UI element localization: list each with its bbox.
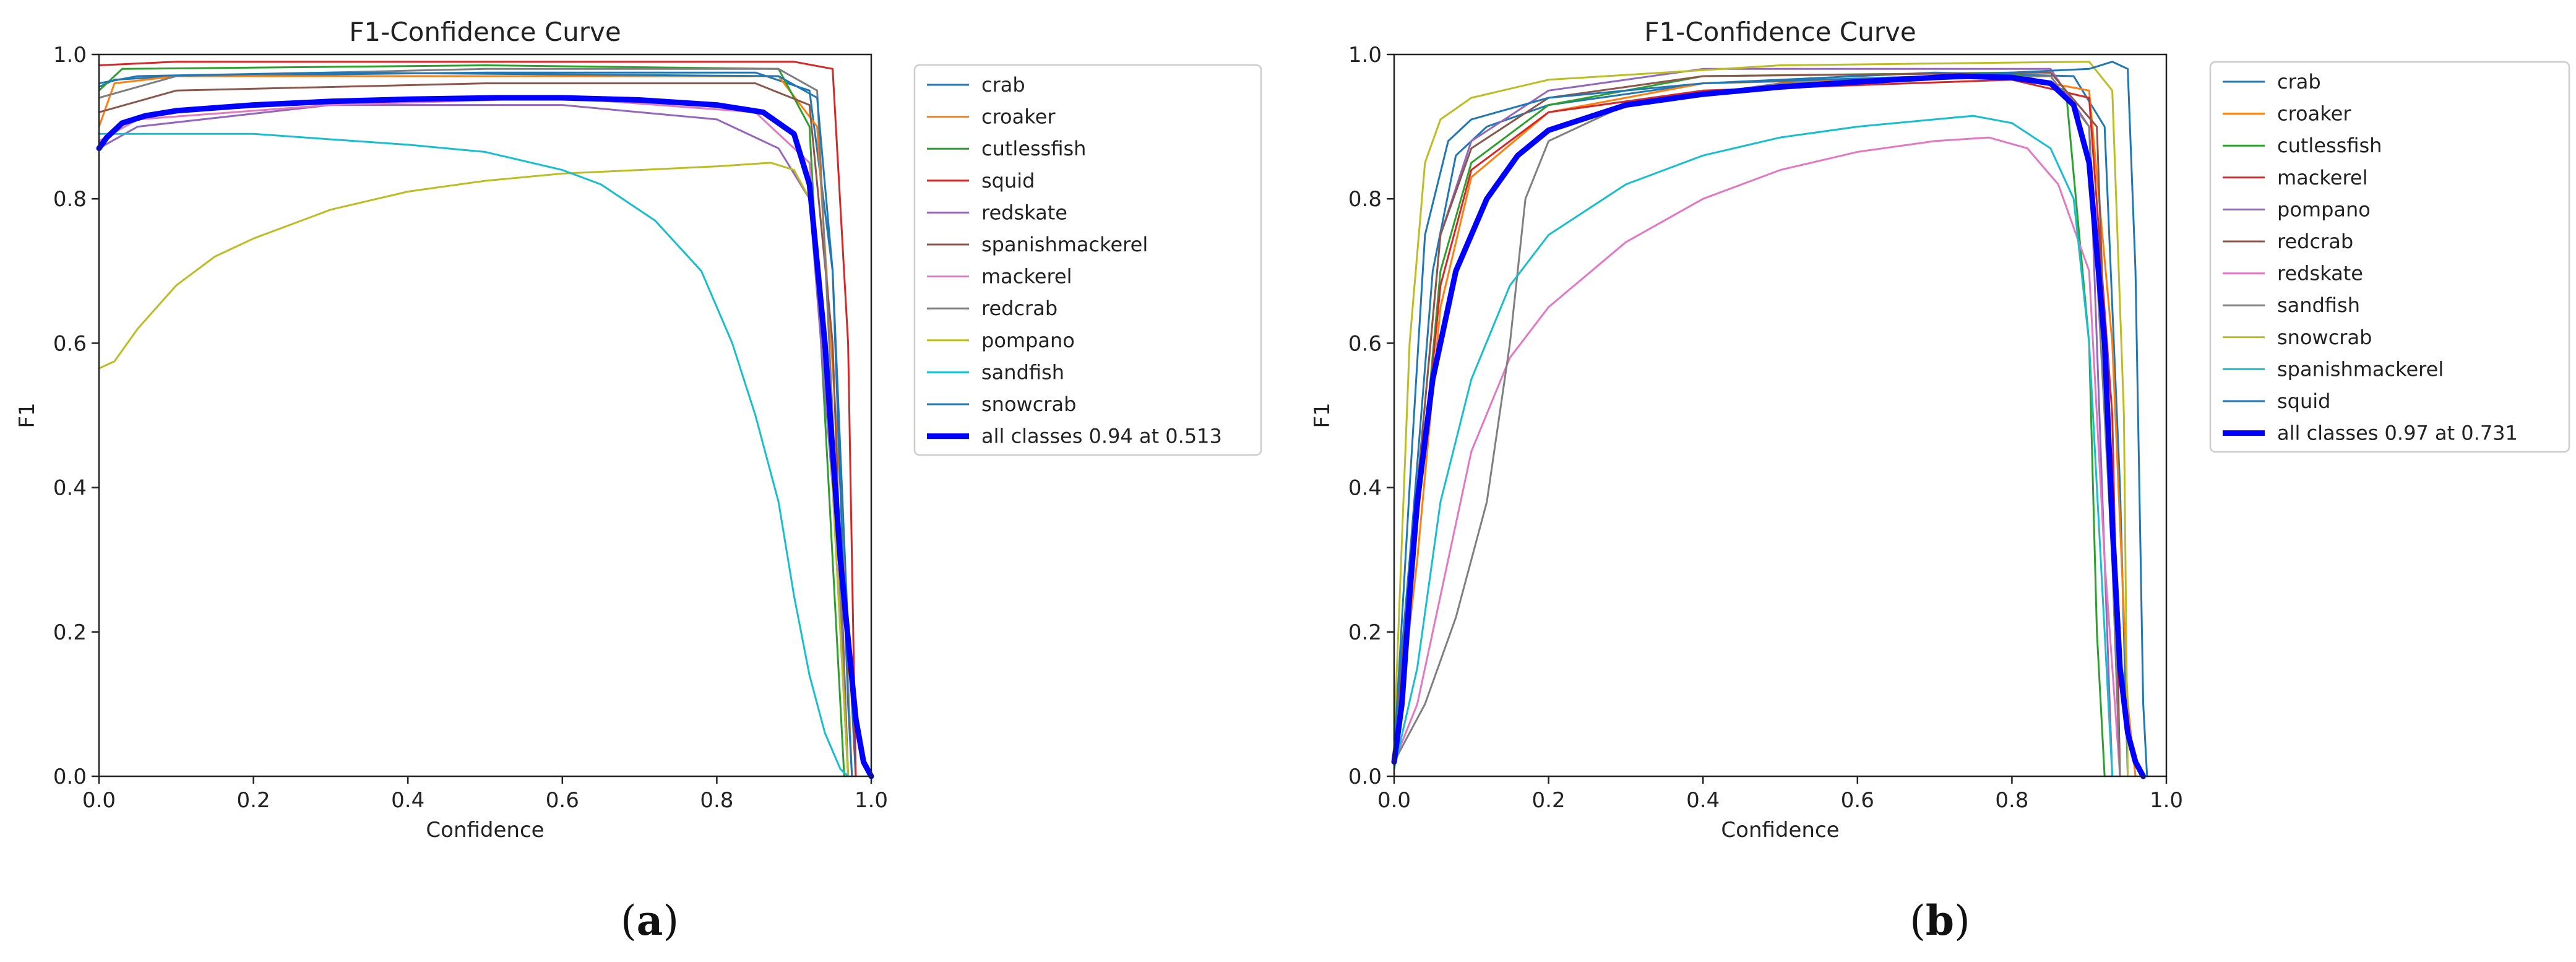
legend-label: pompano bbox=[2277, 197, 2371, 221]
legend-label: redcrab bbox=[981, 297, 1058, 320]
y-tick-label: 0.6 bbox=[1348, 331, 1382, 356]
y-tick-label: 1.0 bbox=[1348, 43, 1382, 67]
chart-panel-b: F1-Confidence Curve Confidence F1 0.0 0.2… bbox=[1310, 17, 2570, 945]
legend-label: crab bbox=[981, 73, 1025, 97]
x-tick-label: 0.4 bbox=[391, 788, 424, 813]
legend-label: spanishmackerel bbox=[981, 233, 1148, 256]
legend-label: redcrab bbox=[2277, 230, 2353, 253]
series-line-crab bbox=[98, 71, 857, 778]
legend-label: spanishmackerel bbox=[2277, 357, 2444, 381]
series-lines bbox=[96, 61, 874, 779]
legend-label: sandfish bbox=[981, 360, 1064, 384]
panel-caption: (b) bbox=[1910, 896, 1970, 945]
legend-label: all classes 0.97 at 0.731 bbox=[2277, 422, 2518, 445]
series-line-squid bbox=[98, 61, 857, 778]
legend-label: snowcrab bbox=[2277, 326, 2372, 349]
y-tick-label: 0.4 bbox=[53, 476, 87, 501]
legend-label: mackerel bbox=[981, 265, 1072, 288]
plot-area-frame bbox=[1393, 53, 2168, 778]
series-line-spanishmackerel bbox=[1393, 115, 2114, 778]
series-line-all bbox=[1391, 73, 2147, 779]
series-line-sandfish bbox=[1393, 75, 2121, 778]
panel-caption-letter: a bbox=[637, 896, 663, 945]
y-tick-label: 0.2 bbox=[53, 620, 87, 645]
chart-title: F1-Confidence Curve bbox=[349, 17, 621, 47]
x-tick-label: 0.2 bbox=[1532, 788, 1566, 813]
legend-label: sandfish bbox=[2277, 293, 2360, 317]
y-tick-label: 0.2 bbox=[1348, 620, 1382, 645]
x-tick-label: 0.4 bbox=[1686, 788, 1720, 813]
y-tick-label: 0.8 bbox=[1348, 187, 1382, 212]
legend-label: redskate bbox=[2277, 262, 2363, 285]
series-line-redskate bbox=[1393, 136, 2121, 778]
legend-label: mackerel bbox=[2277, 166, 2367, 189]
legend-box bbox=[913, 64, 1262, 456]
x-axis-label: Confidence bbox=[426, 818, 544, 843]
y-axis-label: F1 bbox=[1310, 402, 1335, 428]
legend-label: cutlessfish bbox=[981, 137, 1086, 160]
x-axis-label: Confidence bbox=[1721, 818, 1839, 843]
y-axis-ticks: 0.0 0.2 0.4 0.6 0.8 1.0 bbox=[1348, 43, 1394, 789]
legend: crab croaker cutlessfish mackerel pompano red… bbox=[2209, 61, 2570, 453]
x-axis-ticks: 0.0 0.2 0.4 0.6 0.8 1.0 bbox=[82, 776, 888, 813]
x-tick-label: 1.0 bbox=[855, 788, 888, 813]
x-tick-label: 1.0 bbox=[2150, 788, 2183, 813]
legend-box bbox=[2209, 61, 2570, 453]
chart-title: F1-Confidence Curve bbox=[1644, 17, 1916, 47]
legend-label: squid bbox=[981, 169, 1035, 193]
x-tick-label: 0.2 bbox=[237, 788, 270, 813]
series-line-all bbox=[96, 95, 874, 779]
panel-caption: (a) bbox=[621, 896, 679, 945]
legend-label: snowcrab bbox=[981, 392, 1076, 416]
legend-label: croaker bbox=[981, 105, 1056, 129]
x-tick-label: 0.6 bbox=[1841, 788, 1874, 813]
y-axis-label: F1 bbox=[15, 402, 40, 428]
y-axis-ticks: 0.0 0.2 0.4 0.6 0.8 1.0 bbox=[53, 43, 99, 789]
series-line-crab bbox=[1393, 71, 2129, 778]
y-tick-label: 0.0 bbox=[53, 765, 87, 789]
legend-label: pompano bbox=[981, 329, 1075, 352]
x-tick-label: 0.0 bbox=[1377, 788, 1411, 813]
x-axis-ticks: 0.0 0.2 0.4 0.6 0.8 1.0 bbox=[1377, 776, 2183, 813]
series-line-sandfish bbox=[98, 132, 850, 778]
x-tick-label: 0.0 bbox=[82, 788, 116, 813]
legend-label: cutlessfish bbox=[2277, 134, 2382, 157]
y-tick-label: 1.0 bbox=[53, 43, 87, 67]
x-tick-label: 0.8 bbox=[700, 788, 733, 813]
y-tick-label: 0.0 bbox=[1348, 765, 1382, 789]
series-lines bbox=[1391, 61, 2148, 779]
series-line-cutlessfish bbox=[98, 64, 845, 778]
series-line-redskate bbox=[98, 104, 850, 778]
series-line-spanishmackerel bbox=[98, 82, 850, 778]
y-tick-label: 0.8 bbox=[53, 187, 87, 212]
y-tick-label: 0.6 bbox=[53, 331, 87, 356]
x-tick-label: 0.6 bbox=[546, 788, 579, 813]
legend: crab croaker cutlessfish squid redskate spani… bbox=[913, 64, 1262, 456]
legend-label: squid bbox=[2277, 389, 2330, 413]
series-line-squid bbox=[1393, 61, 2148, 778]
series-line-snowcrab bbox=[1393, 61, 2129, 778]
chart-panel-a: F1-Confidence Curve Confidence F1 0.0 0.2… bbox=[15, 17, 1262, 945]
legend-label: all classes 0.94 at 0.513 bbox=[981, 425, 1222, 448]
y-tick-label: 0.4 bbox=[1348, 476, 1382, 501]
x-tick-label: 0.8 bbox=[1995, 788, 2028, 813]
plot-area-frame bbox=[98, 53, 872, 778]
legend-label: redskate bbox=[981, 201, 1067, 224]
legend-label: crab bbox=[2277, 70, 2321, 93]
panel-caption-letter: b bbox=[1926, 896, 1954, 945]
legend-label: croaker bbox=[2277, 102, 2351, 126]
